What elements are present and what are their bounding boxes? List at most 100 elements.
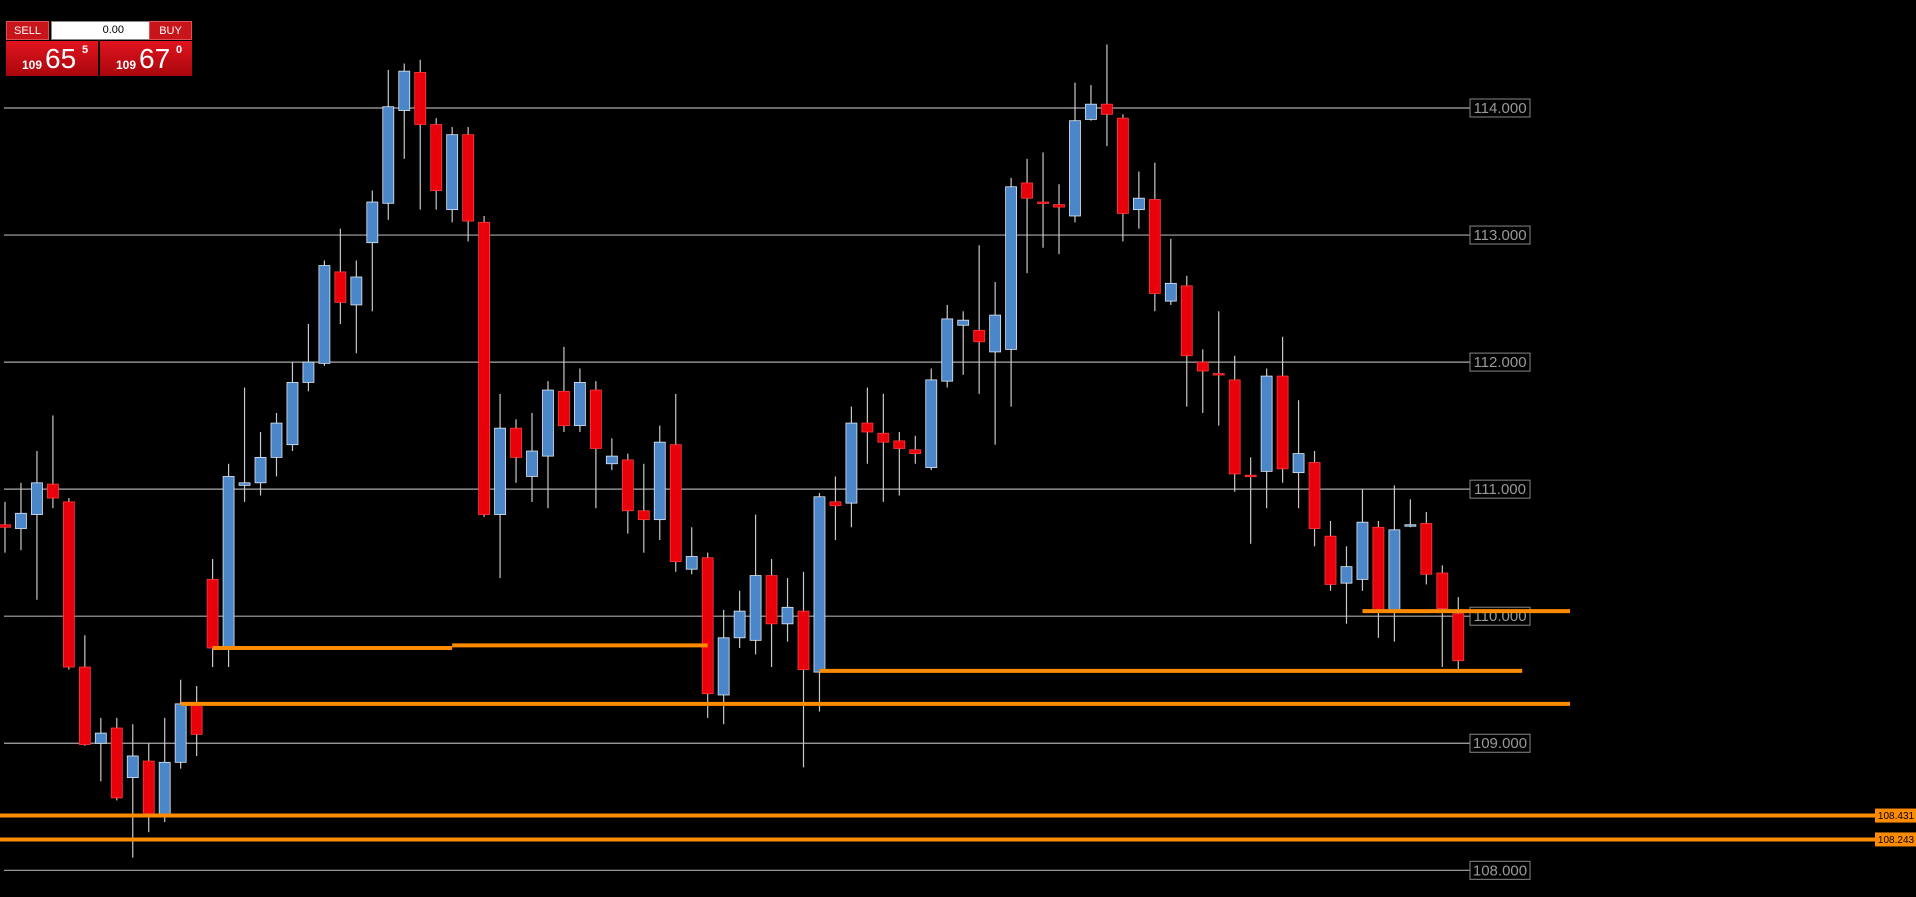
bid-price[interactable]: 109 65 5: [6, 41, 98, 76]
candle-body: [446, 134, 459, 211]
candle-body: [254, 456, 267, 484]
candle-body: [877, 432, 890, 443]
y-tick-box: [1469, 860, 1531, 880]
candle-body: [302, 361, 315, 383]
candle-body: [238, 482, 251, 486]
buy-button[interactable]: BUY: [149, 21, 192, 40]
candle-body: [494, 427, 506, 515]
y-tick-label: 111.000: [1474, 481, 1526, 498]
candle-body: [1180, 285, 1193, 357]
candle-body: [1212, 373, 1225, 376]
candle-body: [1340, 566, 1353, 584]
bid-small: 5: [82, 44, 89, 56]
candle-body: [78, 666, 91, 745]
candle-body: [1164, 282, 1177, 302]
ask-big: 109: [116, 58, 137, 72]
y-tick-box: [1469, 479, 1531, 499]
candle-body: [1404, 524, 1417, 527]
y-tick-box: [1469, 733, 1531, 753]
candle-body: [382, 106, 395, 204]
candle-body: [286, 382, 299, 446]
ask-price[interactable]: 109 67 0: [100, 41, 192, 76]
candle-body: [1436, 572, 1449, 609]
candle-body: [1117, 117, 1129, 214]
y-tick-label: 113.000: [1473, 227, 1526, 244]
candle-body: [1388, 529, 1401, 612]
candle-body: [749, 575, 762, 641]
candle-body: [110, 727, 123, 799]
candle-body: [334, 271, 347, 303]
volume-input[interactable]: 0.00: [51, 21, 153, 40]
candle-body: [1372, 526, 1385, 612]
level-label-box: [1875, 832, 1916, 847]
candle-body: [398, 70, 411, 111]
bid-main: 65: [45, 43, 77, 74]
candle-body: [1276, 375, 1289, 470]
candle-body: [797, 610, 810, 670]
level-label: 108.243: [1878, 835, 1915, 846]
candle-body: [765, 575, 778, 625]
candle-body: [510, 427, 522, 458]
y-tick-box: [1469, 352, 1531, 372]
candle-body: [1356, 521, 1369, 580]
trade-panel: SELL 0.00 BUY 109 65 5 109 67 0: [6, 21, 192, 76]
candle-body: [845, 422, 858, 504]
y-tick-label: 112.000: [1473, 354, 1526, 371]
candle-body: [190, 704, 203, 735]
candle-body: [1228, 379, 1241, 475]
sell-button[interactable]: SELL: [6, 21, 49, 40]
candle-body: [621, 459, 634, 512]
candle-body: [909, 449, 922, 454]
ask-main: 67: [139, 43, 171, 74]
candle-body: [574, 382, 586, 427]
y-tick-box: [1469, 225, 1531, 245]
candle-body: [701, 557, 714, 695]
candle-body: [15, 512, 27, 529]
candle-body: [206, 578, 219, 649]
candle-body: [893, 440, 906, 449]
candle-body: [158, 761, 171, 817]
candle-body: [1308, 462, 1321, 529]
y-tick-box: [1469, 98, 1531, 118]
candle-body: [653, 441, 666, 521]
candle-body: [142, 760, 155, 817]
candle-body: [925, 379, 938, 468]
candle-body: [270, 422, 283, 458]
candle-body: [989, 314, 1002, 353]
candle-body: [0, 524, 11, 528]
candle-body: [318, 265, 331, 364]
candle-body: [1196, 361, 1209, 372]
candle-body: [1085, 103, 1097, 120]
candle-body: [637, 510, 650, 521]
bid-big: 109: [22, 58, 43, 72]
candle-body: [941, 318, 954, 382]
candle-body: [1452, 613, 1465, 662]
y-tick-label: 109.000: [1473, 735, 1527, 752]
candle-body: [861, 422, 874, 433]
candle-body: [478, 221, 491, 515]
candle-body: [973, 329, 986, 343]
candle-body: [813, 496, 826, 673]
candle-body: [174, 703, 187, 763]
candle-body: [1101, 103, 1113, 115]
ask-small: 0: [176, 44, 183, 56]
candle-body: [1053, 204, 1065, 208]
candle-body: [733, 610, 746, 639]
candle-body: [542, 389, 554, 457]
candle-body: [1260, 375, 1273, 472]
candle-body: [1037, 201, 1049, 204]
candle-body: [222, 476, 235, 649]
candle-body: [957, 319, 970, 326]
candle-body: [1420, 523, 1433, 575]
candle-body: [31, 482, 43, 515]
candle-body: [558, 390, 570, 427]
candle-body: [589, 389, 602, 449]
candle-body: [462, 134, 475, 222]
candle-body: [47, 483, 59, 499]
candle-body: [1148, 199, 1161, 294]
candle-body: [366, 201, 379, 244]
candle-body: [1005, 186, 1018, 350]
candle-body: [685, 556, 698, 570]
candle-body: [126, 755, 139, 778]
